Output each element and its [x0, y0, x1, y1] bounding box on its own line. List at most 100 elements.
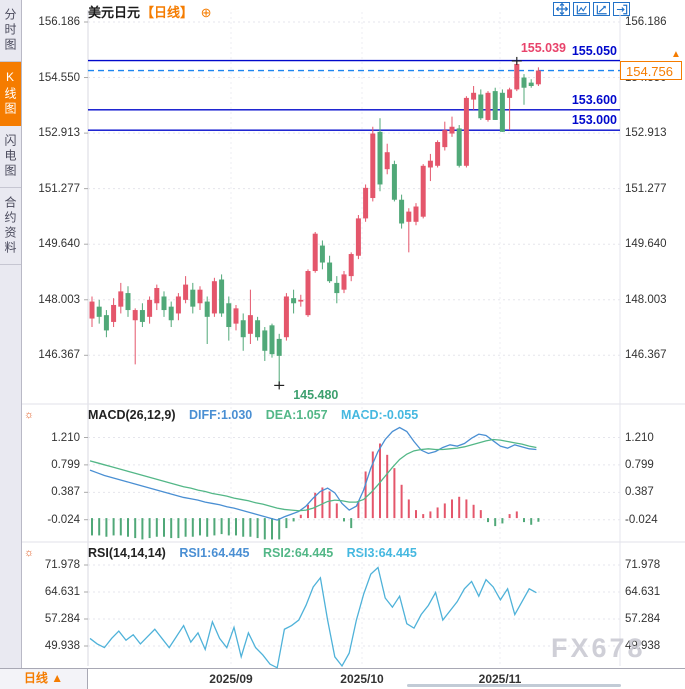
candle-body [276, 338, 282, 356]
candle-body [312, 233, 318, 272]
candle-body [427, 160, 433, 168]
candle-body [463, 97, 469, 166]
chart-toolbar [553, 2, 630, 16]
candle-body [211, 281, 217, 314]
period-arrow-icon: ▲ [51, 671, 64, 685]
candle-body [327, 262, 333, 282]
candle-body [298, 299, 304, 302]
candle-body [507, 89, 513, 98]
rsi3-value: RSI3:64.445 [346, 546, 417, 560]
candle-body [355, 218, 361, 256]
candle-body [204, 301, 210, 317]
period-label: 日线 [23, 671, 48, 685]
bottom-bar: 日线 ▲ [0, 668, 685, 689]
candle-body [183, 284, 189, 300]
candle-body [125, 293, 131, 311]
candle-body [442, 130, 448, 148]
candle-body [377, 131, 383, 185]
rsi-title: RSI(14,14,14) [88, 546, 166, 560]
candle-body [341, 274, 347, 290]
sidebar-tab-contract-info[interactable]: 合约资料 [0, 188, 21, 265]
candle-body [363, 187, 369, 219]
candle-body [449, 126, 455, 134]
candle-body [240, 320, 246, 338]
candle-body [255, 320, 261, 338]
candle-body [139, 310, 145, 322]
candle-body [485, 92, 491, 120]
scrollbar-thumb[interactable] [407, 684, 621, 687]
candle-body [456, 128, 462, 166]
candle-body [399, 199, 405, 224]
candle-body [514, 63, 520, 90]
candle-body [283, 296, 289, 338]
candle-body [478, 94, 484, 119]
macd-diff-line [89, 426, 537, 521]
candle-body [175, 296, 181, 314]
candle-body [247, 315, 253, 334]
candle-body [384, 152, 390, 170]
chart-settings-icon[interactable]: ⊕ [200, 5, 212, 20]
candle-body [391, 164, 397, 200]
sidebar: 分时图 K线图 闪电图 合约资料 [0, 0, 22, 668]
rsi-header: RSI(14,14,14) RSI1:64.445 RSI2:64.445 RS… [88, 546, 417, 560]
macd-dea-value: DEA:1.057 [265, 408, 328, 422]
candle-body [111, 304, 117, 322]
candle-body [89, 301, 95, 319]
candle-body [262, 330, 268, 351]
sidebar-tab-kline[interactable]: K线图 [0, 62, 21, 126]
macd-hist-value: MACD:-0.055 [341, 408, 419, 422]
sidebar-tab-timeline[interactable]: 分时图 [0, 0, 21, 62]
candle-body [435, 142, 441, 166]
candle-body [197, 289, 203, 304]
macd-header: MACD(26,12,9) DIFF:1.030 DEA:1.057 MACD:… [88, 408, 418, 422]
pan-icon[interactable] [553, 2, 570, 16]
macd-title: MACD(26,12,9) [88, 408, 176, 422]
candle-body [154, 287, 160, 304]
candle-body [269, 325, 275, 355]
candle-body [96, 306, 102, 317]
candle-body [413, 206, 419, 222]
macd-dea-line [89, 438, 537, 512]
candle-body [420, 165, 426, 217]
candle-body [406, 211, 412, 222]
candle-body [219, 279, 225, 314]
candle-body [291, 298, 297, 304]
trend-line-icon[interactable] [593, 2, 610, 16]
candle-body [118, 291, 124, 307]
watermark: FX678 [551, 633, 646, 663]
candle-body [161, 296, 167, 311]
candle-body [499, 92, 505, 132]
chart-title-bar: 美元日元【日线】 ⊕ [88, 2, 212, 20]
candle-body [226, 303, 232, 328]
candle-body [305, 271, 311, 316]
candle-body [471, 92, 477, 100]
exit-fullscreen-icon[interactable] [613, 2, 630, 16]
symbol-title: 美元日元 [88, 5, 141, 20]
rsi-line [89, 566, 537, 669]
current-price-tag: 154.756 [620, 60, 682, 80]
rsi-settings-icon[interactable]: ☼ [24, 547, 35, 559]
period-tag: 【日线】 [141, 5, 194, 20]
sidebar-tab-lightning[interactable]: 闪电图 [0, 126, 21, 188]
candle-body [528, 82, 534, 87]
candle-body [348, 254, 354, 277]
candle-body [233, 308, 239, 324]
rsi1-value: RSI1:64.445 [179, 546, 250, 560]
period-selector[interactable]: 日线 ▲ [0, 669, 88, 689]
macd-settings-icon[interactable]: ☼ [24, 409, 35, 421]
candle-body [535, 70, 541, 85]
candle-body [334, 282, 340, 294]
candle-body [103, 315, 109, 331]
candle-body [132, 310, 138, 321]
candle-body [319, 245, 325, 263]
price-up-arrow-icon: ▲ [671, 48, 681, 60]
candle-body [190, 289, 196, 307]
macd-diff-value: DIFF:1.030 [189, 408, 253, 422]
area-zoom-icon[interactable] [573, 2, 590, 16]
rsi2-value: RSI2:64.445 [262, 546, 334, 560]
candle-body [370, 133, 376, 199]
candle-body [521, 77, 527, 88]
candle-body [168, 306, 174, 321]
